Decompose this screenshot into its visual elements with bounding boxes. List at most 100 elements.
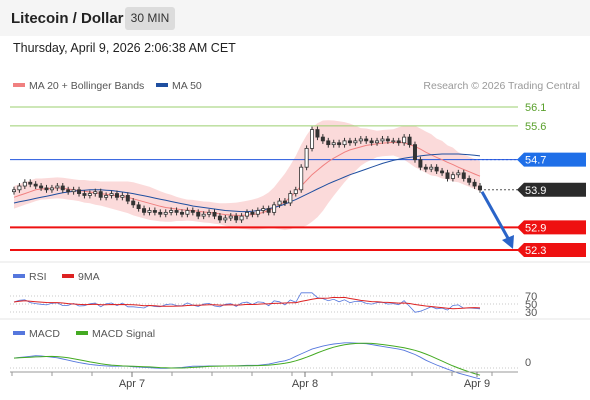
candle: [136, 201, 141, 212]
ma50-swatch-icon: [156, 83, 168, 88]
candle-body: [22, 181, 27, 187]
macd-legend-label: MACD: [29, 328, 60, 340]
candle: [272, 201, 277, 216]
candle: [461, 169, 466, 182]
candle: [402, 134, 407, 146]
candle: [380, 135, 385, 144]
candle-body: [239, 215, 244, 221]
candle-body: [223, 217, 228, 221]
candle: [147, 207, 152, 216]
timeframe-button[interactable]: 30 MIN: [125, 7, 175, 30]
candle: [49, 184, 54, 193]
price-tag-shape: [517, 220, 586, 235]
forecast-arrow-shaft: [480, 191, 511, 241]
candle-body: [326, 140, 331, 146]
candle-body: [266, 208, 271, 213]
candle-body: [288, 193, 293, 204]
candle-body: [147, 210, 152, 213]
candle-body: [445, 172, 450, 179]
candle-body: [402, 136, 407, 144]
candle: [396, 137, 401, 146]
legend-ma20: MA 20 + Bollinger Bands: [13, 80, 144, 92]
legend-macd-signal: MACD Signal: [76, 328, 155, 340]
candle: [22, 179, 27, 190]
ma50-legend-label: MA 50: [172, 80, 202, 92]
candle: [342, 137, 347, 148]
candle-body: [44, 187, 49, 191]
candle-body: [125, 195, 130, 202]
candle: [120, 192, 125, 201]
candle: [158, 209, 163, 218]
candle: [98, 188, 103, 201]
candle: [55, 183, 60, 191]
candle-body: [163, 211, 168, 215]
candle-body: [93, 191, 98, 194]
candle: [293, 186, 298, 197]
candle: [266, 205, 271, 216]
candle: [190, 207, 195, 216]
candle: [407, 134, 412, 148]
header-bar: [0, 0, 590, 36]
candle-body: [142, 208, 147, 213]
rsi-line: [13, 292, 481, 313]
candle: [201, 211, 206, 220]
candle: [87, 190, 92, 199]
candle-body: [17, 185, 22, 191]
ma20-legend-label: MA 20 + Bollinger Bands: [29, 80, 145, 92]
page-title: Litecoin / Dollar: [11, 10, 124, 27]
candle: [114, 190, 119, 201]
x-axis-label: Apr 8: [292, 378, 318, 390]
candle-body: [353, 140, 358, 144]
candle: [44, 184, 49, 193]
candle-body: [109, 193, 114, 196]
candle: [217, 213, 222, 223]
candle: [77, 186, 82, 197]
candle: [223, 215, 228, 223]
candle-body: [461, 172, 466, 179]
candle: [347, 137, 352, 146]
candle: [261, 205, 266, 214]
macd-signal-swatch-icon: [76, 331, 88, 336]
candle-body: [250, 211, 255, 215]
x-axis-label: Apr 7: [119, 378, 145, 390]
price-tag-shape: [517, 243, 586, 257]
price-tag-54.7: 54.7: [517, 152, 586, 167]
candle-body: [98, 191, 103, 198]
candle-body: [207, 211, 212, 215]
candle-body: [71, 189, 76, 193]
candle: [320, 134, 325, 144]
candle-body: [55, 185, 60, 189]
candle-body: [152, 210, 157, 213]
candle-body: [412, 144, 417, 161]
candle: [412, 141, 417, 163]
candle: [456, 169, 461, 178]
rsi-swatch-icon: [13, 274, 25, 279]
candle: [304, 145, 309, 171]
candle-body: [174, 210, 179, 213]
candle: [152, 207, 157, 216]
candle-body: [304, 147, 309, 168]
ma9-legend-label: 9MA: [78, 271, 100, 283]
candle: [169, 207, 174, 216]
candle: [60, 183, 65, 193]
candle: [315, 126, 320, 141]
legend-macd: MACD: [13, 328, 60, 340]
candle-body: [375, 140, 380, 144]
candle: [282, 198, 287, 206]
candle: [288, 190, 293, 206]
candle-body: [358, 138, 363, 142]
candle-body: [477, 185, 482, 191]
ma20-swatch-icon: [13, 83, 25, 88]
candle-body: [391, 140, 396, 143]
candle-body: [255, 210, 260, 215]
price-level-text-56.1: 56.1: [525, 102, 546, 114]
candle: [326, 137, 331, 148]
candle: [364, 135, 369, 144]
candle: [66, 186, 71, 195]
candle-body: [472, 181, 477, 187]
candle: [82, 190, 87, 199]
candle-body: [282, 200, 287, 204]
price-tag-52.3: 52.3: [517, 243, 586, 257]
candle-body: [331, 142, 336, 146]
